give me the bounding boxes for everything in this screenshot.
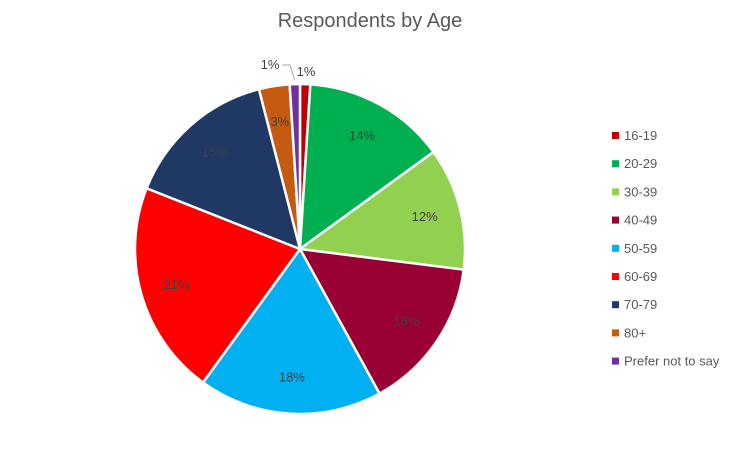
slice-label: 1% [261,57,280,72]
pie-slice-20-29 [298,82,436,252]
pie-slice-40-49 [297,247,466,396]
slice-label: 1% [297,64,316,79]
legend-swatch [612,160,619,168]
legend-swatch [612,216,619,224]
legend-swatch [612,188,619,196]
legend-item-label: 30-39 [624,184,657,199]
legend-item-label: 70-79 [624,297,657,312]
chart-title: Respondents by Age [277,10,463,32]
pie-slice-60-69 [133,186,302,385]
slice-label: 15% [202,144,228,159]
pie-slice-70-79 [144,87,302,252]
slice-label: 18% [279,369,305,384]
slice-label: 14% [349,128,375,143]
legend-swatch [612,301,619,309]
slice-label: 12% [412,209,438,224]
leader-line [282,64,296,81]
pie-slice-30-39 [296,150,467,272]
slice-label: 15% [393,313,419,328]
legend-swatch [612,273,619,280]
legend-item-label: 20-29 [624,156,657,171]
legend-swatch [612,357,619,365]
legend-item-label: 16-19 [624,128,657,143]
legend-item-label: 40-49 [624,213,657,228]
pie-slice-50-59 [201,246,382,416]
legend-item-label: 60-69 [624,269,657,284]
slice-label: 3% [270,114,289,129]
pie-slice-prefer-not-to-say [288,82,302,250]
legend-item-label: 50-59 [624,241,657,256]
legend-swatch [612,244,619,252]
legend-swatch [612,132,619,139]
legend-swatch [612,329,619,337]
legend-item-label: Prefer not to say [624,354,720,369]
slice-label: 21% [163,277,189,292]
legend-item-label: 80+ [624,325,646,340]
